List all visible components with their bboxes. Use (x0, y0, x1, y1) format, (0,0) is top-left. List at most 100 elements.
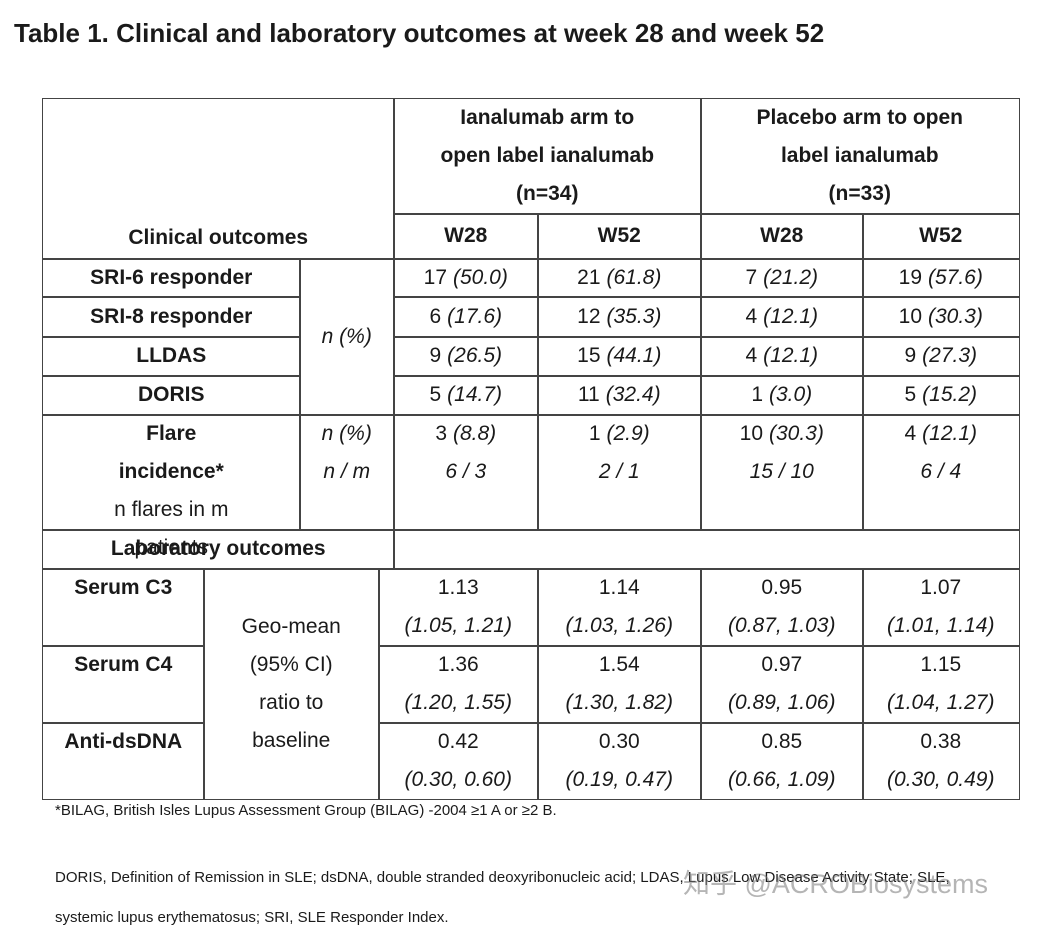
table-cell: 10 (30.3) (862, 296, 1020, 338)
table-cell: 9 (27.3) (862, 336, 1020, 377)
table-cell: 19 (57.6) (862, 258, 1020, 298)
cell-text: 7 (745, 265, 758, 289)
cell-text: (12.1) (763, 304, 819, 328)
cell-text: 0.85 (761, 729, 803, 753)
cell-text: Laboratory outcomes (110, 537, 326, 561)
cell-text: 10 (739, 422, 763, 445)
cell-text: W28 (444, 224, 488, 248)
cell-line: Flare incidence* (93, 415, 250, 491)
cell-text: (0.30, 0.60) (404, 767, 512, 791)
cell-text: 6 / 4 (920, 460, 962, 483)
cell-line: SRI-8 responder (90, 298, 252, 336)
table-cell: 7 (21.2) (700, 258, 864, 298)
table-cell: 10 (30.3) 15 / 10 (700, 414, 864, 531)
watermark: 知乎 @ACROBiosystems (683, 869, 988, 899)
cell-text: (1.20, 1.55) (404, 691, 512, 715)
table-cell: SRI-6 responder (42, 258, 301, 298)
cell-text: Serum C4 (74, 653, 173, 676)
cell-line: 12 (35.3) (577, 298, 661, 336)
cell-text: Serum C3 (74, 576, 173, 599)
cell-line: LLDAS (136, 337, 206, 375)
cell-text: n flares in m patients (114, 498, 229, 559)
cell-line: (1.01, 1.14) (887, 607, 994, 645)
cell-line: 3 (8.8) (435, 415, 496, 453)
cell-text: 5 (429, 383, 442, 407)
table-cell: LLDAS (42, 336, 301, 377)
cell-text: 4 (904, 422, 917, 445)
cell-line: 1.13 (438, 569, 479, 607)
table-cell: 4 (12.1) (700, 296, 864, 338)
cell-line: Laboratory outcomes (111, 530, 326, 568)
cell-line: 1.36 (438, 646, 479, 684)
cell-text: 2 / 1 (598, 460, 640, 483)
table-cell: 0.97 (0.89, 1.06) (700, 645, 864, 724)
table-cell: 21 (61.8) (537, 258, 702, 298)
footnote: *BILAG, British Isles Lupus Assessment G… (55, 802, 557, 819)
cell-text: (1.03, 1.26) (565, 614, 673, 638)
table-cell: Flare incidence* n flares in m patients (42, 414, 301, 559)
table-cell: 1.14 (1.03, 1.26) (537, 568, 702, 647)
cell-text: (0.89, 1.06) (728, 691, 836, 715)
cell-line: 0.97 (761, 646, 802, 684)
cell-text: (17.6) (447, 304, 503, 328)
cell-text: (n=33) (828, 182, 891, 206)
cell-line: 5 (15.2) (904, 376, 977, 414)
cell-line: (1.03, 1.26) (566, 607, 673, 645)
table-cell: 0.42 (0.30, 0.60) (378, 722, 539, 800)
cell-text: 9 (904, 344, 917, 368)
table-cell: Serum C3 (42, 568, 205, 647)
cell-line: n (%) (322, 415, 372, 453)
cell-line: DORIS (138, 376, 205, 414)
footnote: DORIS, Definition of Remission in SLE; d… (55, 869, 950, 926)
cell-text: DORIS (137, 383, 205, 407)
cell-text: 12 (577, 304, 601, 328)
cell-text: 0.42 (437, 729, 479, 753)
cell-line: (0.87, 1.03) (728, 607, 835, 645)
cell-text: 0.38 (920, 729, 962, 753)
cell-text: 15 / 10 (749, 460, 814, 483)
cell-text: 11 (577, 383, 600, 407)
table-cell: Clinical outcomes (42, 98, 395, 260)
cell-text: 1.14 (598, 576, 640, 600)
cell-line: Ianalumab arm to open label ianalumab (434, 99, 661, 175)
cell-line: 11 (32.4) (578, 376, 661, 414)
cell-line: 0.95 (761, 569, 802, 607)
table-cell: 15 (44.1) (537, 336, 702, 377)
cell-line: 1 (3.0) (751, 376, 812, 414)
cell-text: (50.0) (453, 265, 508, 289)
table-cell: Serum C4 (42, 645, 205, 724)
table-cell: 1.54 (1.30, 1.82) (537, 645, 702, 724)
cell-line: Clinical outcomes (128, 219, 308, 257)
table-cell (393, 529, 1020, 570)
cell-line: 10 (30.3) (899, 298, 983, 336)
cell-text: (32.4) (605, 383, 661, 407)
cell-line: 6 / 4 (920, 453, 961, 491)
cell-line: (1.30, 1.82) (566, 684, 673, 722)
table-cell: W52 (537, 213, 702, 260)
cell-text: (3.0) (769, 383, 813, 407)
table-cell: 11 (32.4) (537, 375, 702, 416)
cell-text: (61.8) (606, 265, 662, 289)
cell-line: Geo-mean (95% CI) ratio to baseline (234, 608, 349, 760)
cell-text: Anti-dsDNA (64, 730, 183, 753)
table-cell: W52 (862, 213, 1020, 260)
table-cell: 1.07 (1.01, 1.14) (862, 568, 1020, 647)
table-cell: Ianalumab arm to open label ianalumab (n=… (393, 98, 702, 215)
table-cell: 3 (8.8) 6 / 3 (393, 414, 539, 531)
cell-text: (12.1) (922, 422, 978, 445)
cell-text: 1.15 (920, 653, 962, 677)
cell-line: 1.14 (599, 569, 640, 607)
cell-text: SRI-8 responder (90, 304, 253, 328)
cell-line: 2 / 1 (599, 453, 640, 491)
cell-text: (1.01, 1.14) (887, 614, 995, 638)
cell-text: 5 (904, 383, 917, 407)
cell-text: Placebo arm to open label ianalumab (756, 106, 964, 168)
cell-text: SRI-6 responder (90, 265, 253, 289)
cell-line: 4 (12.1) (745, 337, 818, 375)
cell-text: (12.1) (763, 344, 819, 368)
cell-text: (14.7) (447, 383, 503, 407)
cell-line: (0.66, 1.09) (728, 761, 835, 799)
table-cell: 1.13 (1.05, 1.21) (378, 568, 539, 647)
cell-line: Serum C4 (74, 646, 172, 684)
